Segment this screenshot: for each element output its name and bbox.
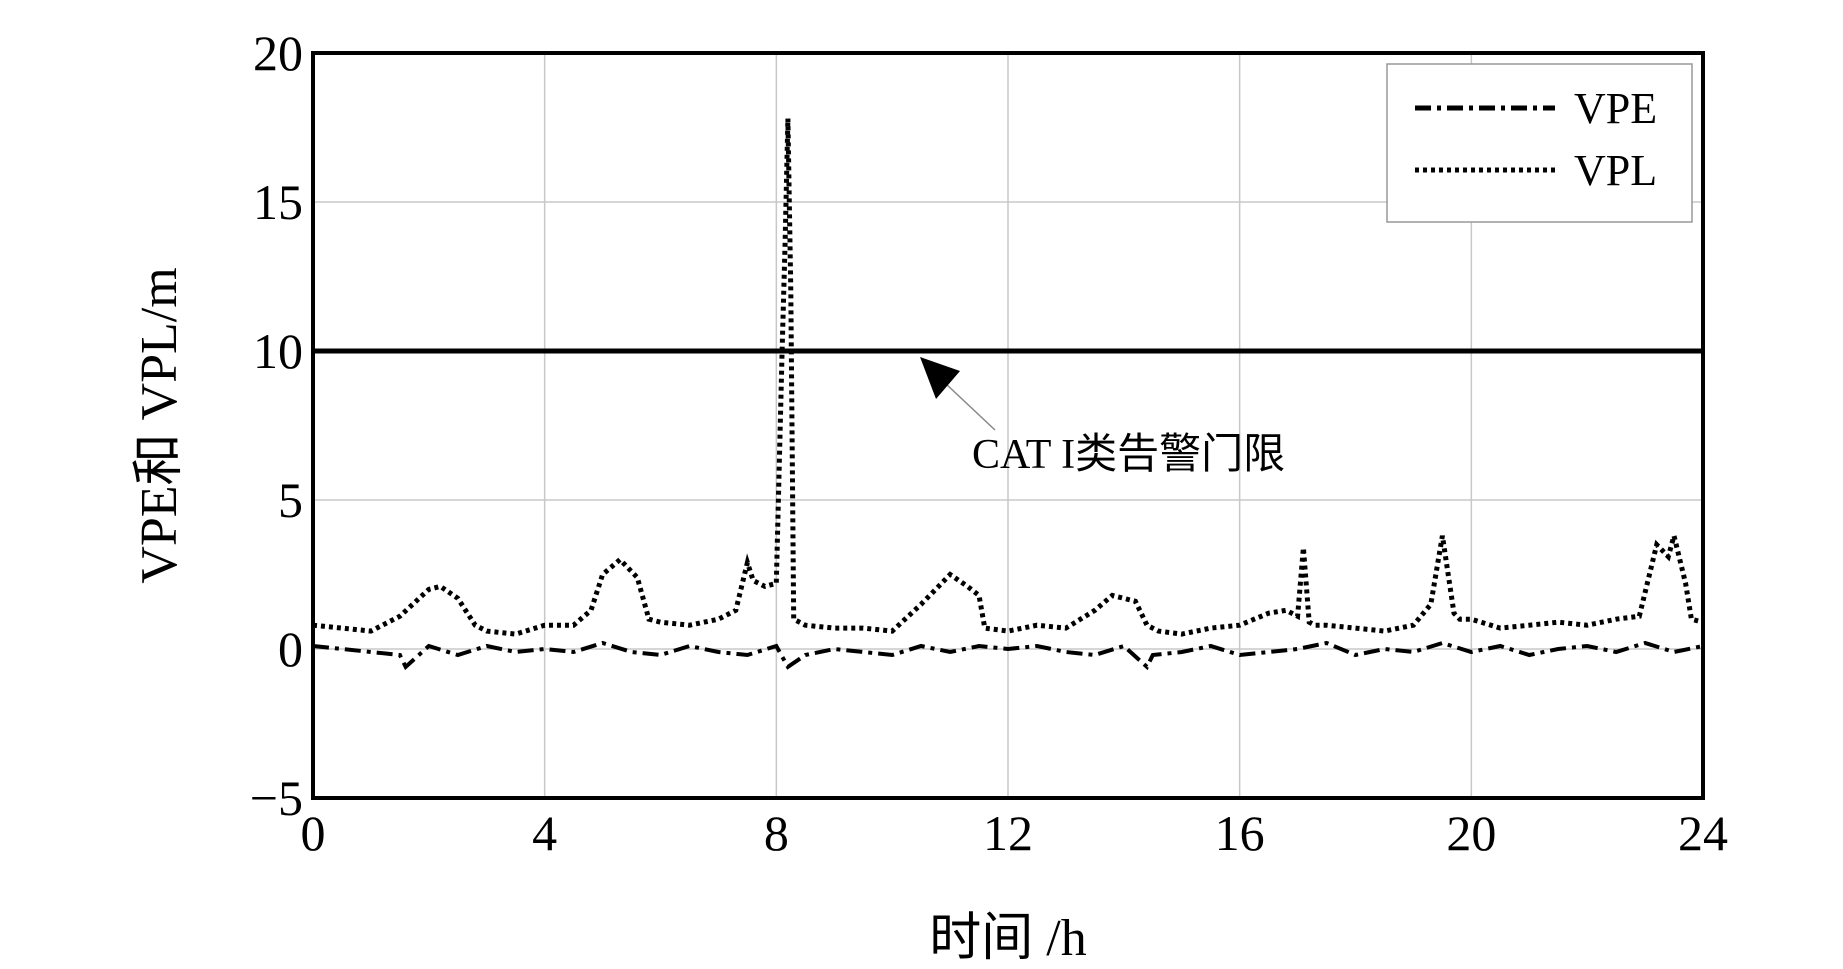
x-tick-label: 8 xyxy=(764,805,789,861)
y-tick-label: 10 xyxy=(253,323,303,379)
x-axis-title: 时间 /h xyxy=(929,910,1086,967)
x-tick-label: 12 xyxy=(983,805,1033,861)
annotation-arrow-icon xyxy=(920,357,960,399)
plot-frame xyxy=(311,51,1705,800)
y-tick-label: 5 xyxy=(278,472,303,528)
threshold-annotation: CAT I类告警门限 xyxy=(920,357,1285,478)
series-line-vpe xyxy=(312,640,1704,671)
x-tick-label: 20 xyxy=(1446,805,1496,861)
threshold-label: CAT I类告警门限 xyxy=(972,432,1285,478)
legend-label-vpl: VPL xyxy=(1574,146,1657,195)
y-tick-label: 15 xyxy=(253,174,303,230)
x-tick-label: 16 xyxy=(1215,805,1265,861)
y-axis-title: VPE和 VPL/m xyxy=(131,267,188,583)
y-tick-label: −5 xyxy=(250,770,303,826)
x-tick-label: 4 xyxy=(532,805,557,861)
annotation-leader-line xyxy=(944,382,996,431)
series-layer xyxy=(312,118,1704,671)
legend: VPE VPL xyxy=(1386,63,1693,223)
y-tick-label: 20 xyxy=(253,25,303,81)
series-line-vpl xyxy=(312,118,1704,637)
x-tick-label: 0 xyxy=(301,805,326,861)
legend-box xyxy=(1386,63,1693,223)
y-tick-label: 0 xyxy=(278,621,303,677)
legend-label-vpe: VPE xyxy=(1574,84,1657,133)
x-tick-label: 24 xyxy=(1678,805,1728,861)
